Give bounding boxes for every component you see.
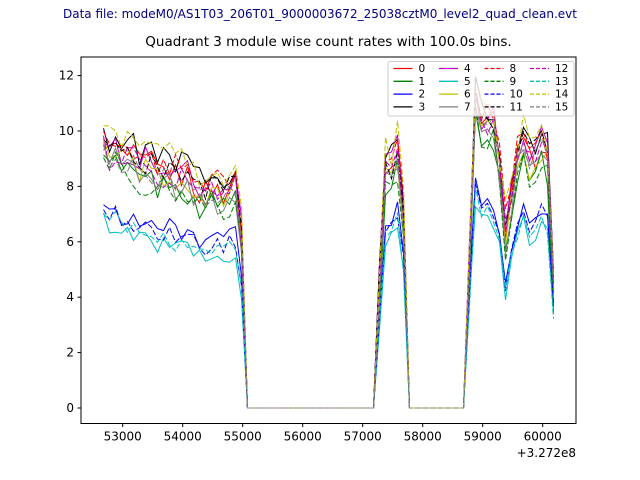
x-tick-label: 58000: [404, 430, 442, 444]
y-tick-label: 8: [66, 179, 74, 193]
x-tick-label: 57000: [344, 430, 382, 444]
legend-entry-5: 5: [439, 76, 471, 88]
legend-label: 7: [464, 101, 471, 113]
x-tick-label: 53000: [104, 430, 142, 444]
legend-entry-3: 3: [393, 101, 426, 113]
legend-entry-14: 14: [530, 89, 569, 101]
legend-entry-11: 11: [484, 101, 523, 113]
legend-label: 13: [555, 76, 568, 88]
series-line-10: [103, 183, 554, 409]
y-tick-label: 10: [59, 124, 74, 138]
series-lines: [103, 76, 554, 409]
series-line-5: [103, 205, 554, 409]
series-line-4: [103, 92, 554, 409]
x-tick-label: 55000: [224, 430, 262, 444]
legend-label: 15: [555, 101, 568, 113]
y-tick-label: 6: [66, 235, 74, 249]
legend-entry-10: 10: [484, 89, 523, 101]
legend-entry-7: 7: [439, 101, 471, 113]
legend-box: [387, 61, 575, 117]
legend-entry-12: 12: [530, 63, 568, 75]
y-tick-label: 0: [66, 401, 74, 415]
y-tick-label: 4: [66, 290, 74, 304]
legend-label: 10: [510, 89, 523, 101]
legend-label: 0: [419, 63, 426, 75]
legend-entry-2: 2: [393, 89, 426, 101]
data-file-header: Data file: modeM0/AS1T03_206T01_90000036…: [63, 7, 577, 21]
plot-area: [80, 56, 577, 424]
legend-entry-9: 9: [484, 76, 517, 88]
legend-label: 12: [555, 63, 568, 75]
series-line-15: [103, 109, 554, 409]
series-line-2: [103, 177, 554, 409]
legend-label: 4: [464, 63, 471, 75]
x-offset-label: +3.272e8: [517, 446, 576, 460]
series-line-11: [103, 93, 554, 409]
series-line-3: [103, 76, 554, 409]
series-line-9: [103, 104, 554, 409]
legend-label: 1: [419, 76, 426, 88]
legend-entry-13: 13: [530, 76, 568, 88]
legend-label: 3: [419, 101, 426, 113]
series-line-14: [103, 89, 554, 409]
legend-label: 8: [510, 63, 517, 75]
legend-entry-8: 8: [484, 63, 517, 75]
x-tick-label: 56000: [284, 430, 322, 444]
series-line-6: [103, 107, 554, 409]
legend-label: 6: [464, 89, 471, 101]
legend-entry-4: 4: [439, 63, 471, 75]
series-line-1: [103, 111, 554, 409]
legend-entry-6: 6: [439, 89, 471, 101]
legend-label: 11: [510, 101, 523, 113]
series-line-7: [103, 106, 554, 409]
series-line-8: [103, 97, 554, 409]
y-axis: 0 2 4 6 8 10 12: [59, 69, 81, 415]
legend-label: 5: [464, 76, 471, 88]
chart-title: Quadrant 3 module wise count rates with …: [145, 34, 512, 50]
legend-label: 14: [555, 89, 569, 101]
x-tick-label: 54000: [164, 430, 202, 444]
legend-label: 9: [510, 76, 517, 88]
series-line-0: [103, 88, 554, 409]
legend-entry-15: 15: [530, 101, 568, 113]
legend-entry-1: 1: [393, 76, 426, 88]
x-tick-label: 60000: [524, 430, 562, 444]
y-tick-label: 12: [59, 69, 74, 83]
x-tick-label: 59000: [464, 430, 502, 444]
x-axis: 53000 54000 55000 56000 57000 58000 59000 60000…: [104, 423, 576, 460]
legend-entry-0: 0: [393, 63, 426, 75]
legend-label: 2: [419, 89, 426, 101]
y-tick-label: 2: [66, 346, 74, 360]
